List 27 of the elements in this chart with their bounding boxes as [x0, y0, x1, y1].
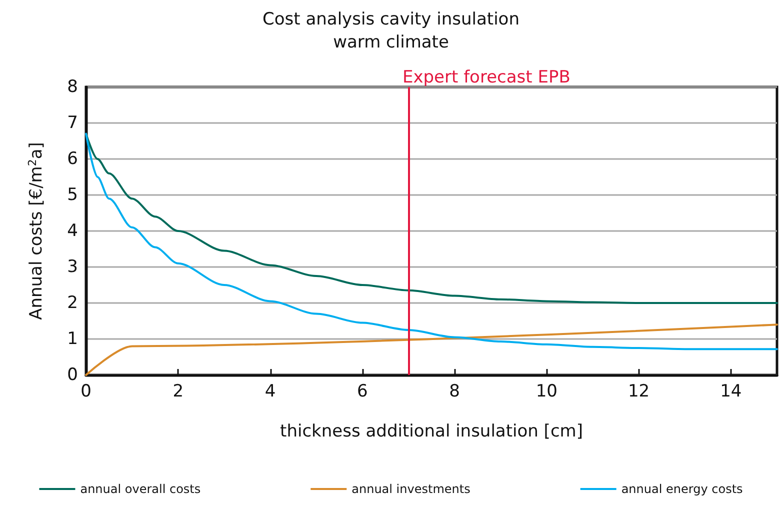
- line-series: [85, 132, 778, 304]
- y-tick-label: 2: [67, 293, 78, 313]
- y-tick-label: 7: [67, 113, 78, 133]
- legend-label: annual investments: [352, 482, 470, 496]
- y-tick-label: 4: [67, 221, 78, 241]
- y-tick-label: 8: [67, 77, 78, 97]
- x-tick-label: 4: [264, 382, 276, 402]
- chart-title: Cost analysis cavity insulation: [262, 10, 520, 30]
- ref-line-label: Expert forecast EPB: [402, 68, 570, 88]
- x-tick-label: 0: [80, 382, 92, 402]
- x-tick-label: 14: [720, 382, 742, 402]
- x-tick-label: 2: [172, 382, 184, 402]
- y-tick-label: 0: [67, 365, 78, 385]
- y-tick-label: 6: [67, 149, 78, 169]
- x-tick-label: 10: [536, 382, 558, 402]
- legend-label: annual overall costs: [80, 482, 201, 496]
- line-series: [85, 132, 778, 350]
- x-tick-label: 12: [628, 382, 650, 402]
- x-tick-label: 6: [356, 382, 368, 402]
- y-tick-label: 1: [67, 329, 78, 349]
- x-axis-title: thickness additional insulation [cm]: [280, 422, 583, 442]
- chart-subtitle: warm climate: [333, 32, 449, 52]
- legend-label: annual energy costs: [621, 482, 743, 496]
- y-tick-label: 5: [67, 185, 78, 205]
- y-tick-label: 3: [67, 257, 78, 277]
- x-tick-label: 8: [449, 382, 460, 402]
- y-axis-title: Annual costs [€/m2a]: [26, 142, 46, 320]
